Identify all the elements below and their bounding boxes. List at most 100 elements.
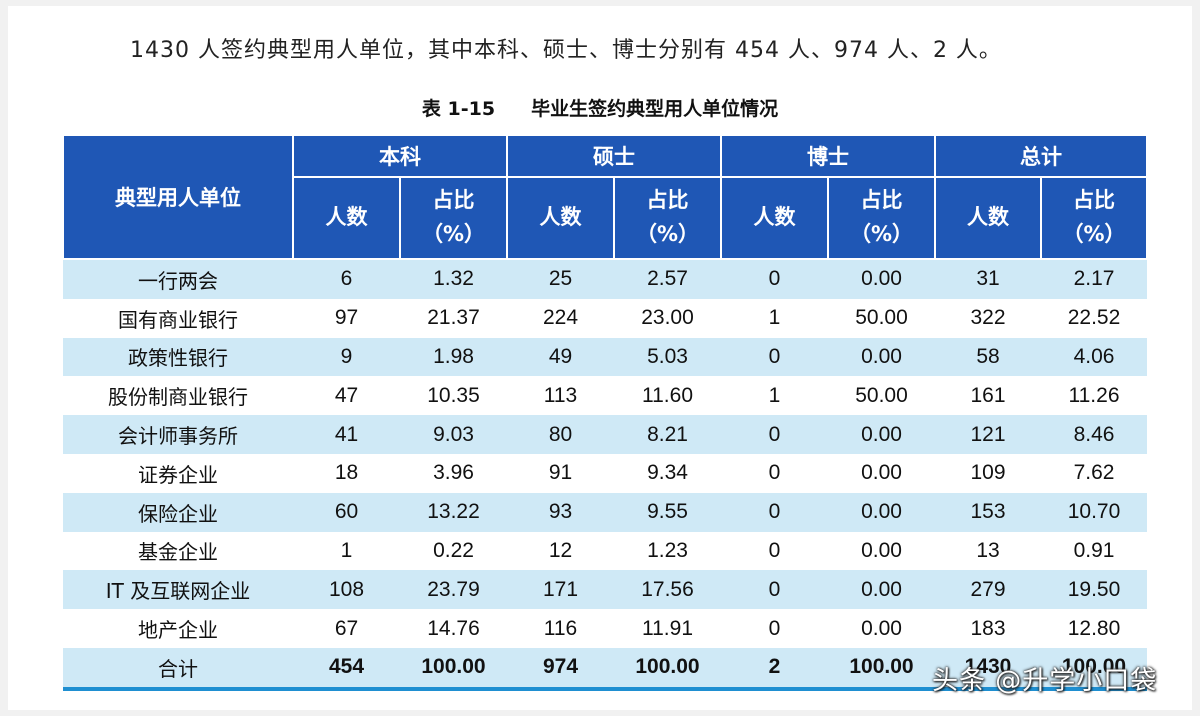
cell: 80: [507, 415, 614, 454]
cell: 0.91: [1041, 531, 1147, 571]
cell: 171: [507, 570, 614, 610]
cell: 0.00: [828, 570, 935, 610]
cell: 0: [721, 609, 828, 648]
cell: 1.98: [400, 337, 507, 377]
cell: 25: [507, 259, 614, 299]
header-group-master: 硕士: [506, 134, 722, 178]
cell: 18: [293, 453, 400, 493]
document-page: 1430 人签约典型用人单位，其中本科、硕士、博士分别有 454 人、974 人…: [8, 6, 1192, 710]
cell: 109: [935, 453, 1041, 493]
header-unit: 典型用人单位: [62, 134, 294, 260]
cell: 91: [507, 453, 614, 493]
row-label: 国有商业银行: [63, 298, 293, 338]
cell: 8.21: [614, 415, 721, 454]
cell: 322: [935, 298, 1041, 338]
cell: 100.00: [1041, 647, 1147, 691]
cell: 0.00: [828, 453, 935, 493]
cell: 11.26: [1041, 376, 1147, 416]
table-row: 国有商业银行 97 21.37 224 23.00 1 50.00 322 22.52: [63, 298, 1147, 338]
row-label: 证券企业: [63, 453, 293, 493]
table-row: 证券企业 18 3.96 91 9.34 0 0.00 109 7.62: [63, 453, 1147, 493]
table-row: IT 及互联网企业 108 23.79 171 17.56 0 0.00 279 19.…: [63, 570, 1147, 610]
row-label: 基金企业: [63, 531, 293, 571]
header-ratio: 占比 （%）: [613, 176, 722, 260]
header-count: 人数: [720, 176, 829, 260]
cell: 0: [721, 570, 828, 610]
cell: 11.91: [614, 609, 721, 648]
cell: 60: [293, 492, 400, 532]
cell: 1: [721, 376, 828, 416]
cell: 100.00: [400, 647, 507, 691]
cell: 454: [293, 647, 400, 691]
employer-table: 典型用人单位 本科 硕士 博士 总计 人数 占比 （%） 人数 占比 （%） 人数 …: [62, 134, 1148, 691]
header-ratio-label: 占比: [1073, 188, 1115, 213]
cell: 50.00: [828, 298, 935, 338]
cell: 0: [721, 415, 828, 454]
cell: 0.00: [828, 337, 935, 377]
cell: 9.34: [614, 453, 721, 493]
table-row: 基金企业 1 0.22 12 1.23 0 0.00 13 0.91: [63, 531, 1147, 571]
cell: 10.70: [1041, 492, 1147, 532]
header-ratio: 占比 （%）: [1040, 176, 1148, 260]
row-label: IT 及互联网企业: [63, 570, 293, 610]
cell: 4.06: [1041, 337, 1147, 377]
cell: 0: [721, 531, 828, 571]
table-row: 一行两会 6 1.32 25 2.57 0 0.00 31 2.17: [63, 259, 1147, 299]
row-label: 保险企业: [63, 492, 293, 532]
cell: 2: [721, 647, 828, 691]
total-label: 合计: [63, 647, 293, 691]
cell: 5.03: [614, 337, 721, 377]
cell: 0.00: [828, 492, 935, 532]
header-ratio-label: 占比: [646, 188, 689, 213]
header-count: 人数: [934, 176, 1042, 260]
table-caption: 表 1-15 毕业生签约典型用人单位情况: [8, 94, 1192, 121]
header-ratio-unit: （%）: [421, 222, 486, 246]
header-ratio: 占比 （%）: [399, 176, 508, 260]
cell: 12: [507, 531, 614, 571]
cell: 2.17: [1041, 259, 1147, 299]
cell: 0: [721, 453, 828, 493]
cell: 0: [721, 492, 828, 532]
cell: 0.00: [828, 259, 935, 299]
cell: 153: [935, 492, 1041, 532]
header-count: 人数: [292, 176, 401, 260]
cell: 0.22: [400, 531, 507, 571]
intro-paragraph: 1430 人签约典型用人单位，其中本科、硕士、博士分别有 454 人、974 人…: [130, 38, 1002, 63]
header-ratio-unit: （%）: [635, 222, 700, 246]
cell: 1.23: [614, 531, 721, 571]
cell: 183: [935, 609, 1041, 648]
cell: 11.60: [614, 376, 721, 416]
cell: 47: [293, 376, 400, 416]
cell: 10.35: [400, 376, 507, 416]
cell: 108: [293, 570, 400, 610]
cell: 224: [507, 298, 614, 338]
cell: 0.00: [828, 531, 935, 571]
cell: 58: [935, 337, 1041, 377]
table-row: 保险企业 60 13.22 93 9.55 0 0.00 153 10.70: [63, 492, 1147, 532]
cell: 97: [293, 298, 400, 338]
cell: 93: [507, 492, 614, 532]
cell: 116: [507, 609, 614, 648]
cell: 7.62: [1041, 453, 1147, 493]
cell: 161: [935, 376, 1041, 416]
cell: 13.22: [400, 492, 507, 532]
cell: 0: [721, 337, 828, 377]
cell: 8.46: [1041, 415, 1147, 454]
header-ratio-label: 占比: [860, 188, 903, 213]
cell: 1.32: [400, 259, 507, 299]
cell: 23.79: [400, 570, 507, 610]
header-ratio: 占比 （%）: [827, 176, 936, 260]
row-label: 政策性银行: [63, 337, 293, 377]
cell: 1430: [935, 647, 1041, 691]
cell: 9.55: [614, 492, 721, 532]
cell: 100.00: [614, 647, 721, 691]
cell: 49: [507, 337, 614, 377]
row-label: 一行两会: [63, 259, 293, 299]
row-label: 股份制商业银行: [63, 376, 293, 416]
cell: 22.52: [1041, 298, 1147, 338]
table-row: 股份制商业银行 47 10.35 113 11.60 1 50.00 161 11.26: [63, 376, 1147, 416]
cell: 23.00: [614, 298, 721, 338]
header-count: 人数: [506, 176, 615, 260]
cell: 1: [721, 298, 828, 338]
cell: 12.80: [1041, 609, 1147, 648]
